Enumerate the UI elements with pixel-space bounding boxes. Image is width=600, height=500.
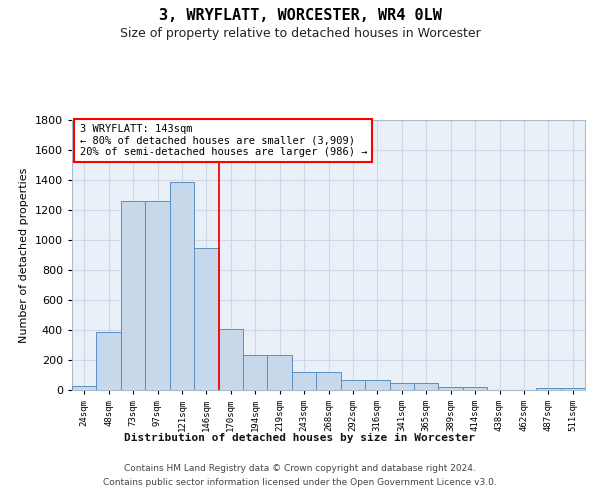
- Text: Contains HM Land Registry data © Crown copyright and database right 2024.: Contains HM Land Registry data © Crown c…: [124, 464, 476, 473]
- Bar: [72, 386, 97, 390]
- Bar: [292, 372, 316, 390]
- Bar: [414, 383, 439, 390]
- Bar: [536, 388, 560, 390]
- Bar: [463, 387, 487, 390]
- Bar: [560, 388, 585, 390]
- Bar: [316, 372, 341, 390]
- Bar: [268, 355, 292, 390]
- Bar: [365, 380, 389, 390]
- Text: Size of property relative to detached houses in Worcester: Size of property relative to detached ho…: [119, 28, 481, 40]
- Text: Distribution of detached houses by size in Worcester: Distribution of detached houses by size …: [125, 432, 476, 442]
- Y-axis label: Number of detached properties: Number of detached properties: [19, 168, 29, 342]
- Bar: [439, 387, 463, 390]
- Text: 3 WRYFLATT: 143sqm
← 80% of detached houses are smaller (3,909)
20% of semi-deta: 3 WRYFLATT: 143sqm ← 80% of detached hou…: [80, 124, 367, 157]
- Bar: [218, 328, 243, 390]
- Bar: [243, 355, 268, 390]
- Bar: [121, 201, 145, 390]
- Bar: [170, 182, 194, 390]
- Bar: [194, 248, 218, 390]
- Bar: [145, 201, 170, 390]
- Bar: [341, 380, 365, 390]
- Text: 3, WRYFLATT, WORCESTER, WR4 0LW: 3, WRYFLATT, WORCESTER, WR4 0LW: [158, 8, 442, 22]
- Bar: [97, 332, 121, 390]
- Bar: [389, 383, 414, 390]
- Text: Contains public sector information licensed under the Open Government Licence v3: Contains public sector information licen…: [103, 478, 497, 487]
